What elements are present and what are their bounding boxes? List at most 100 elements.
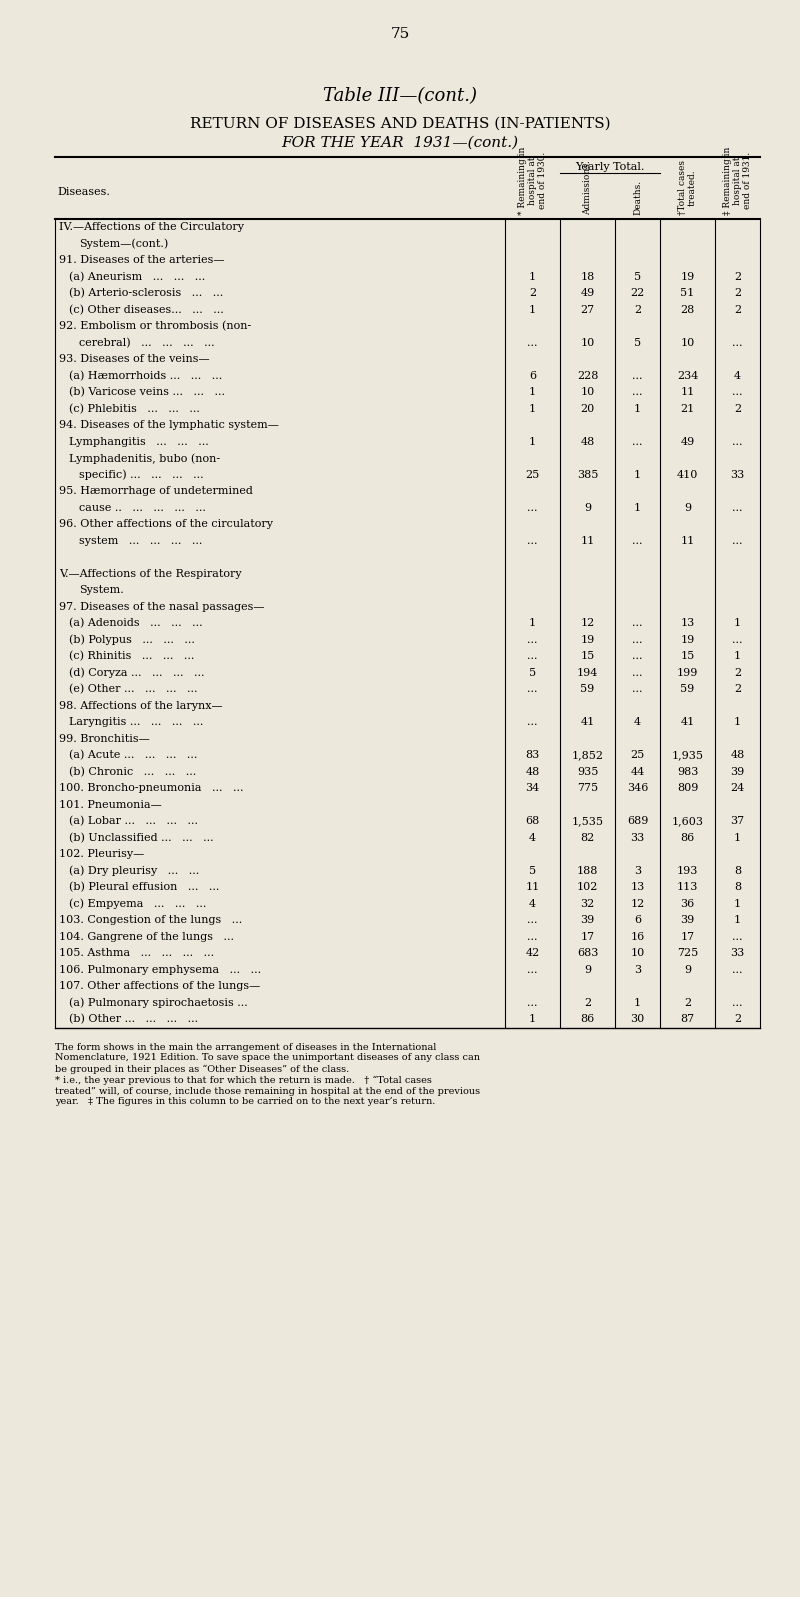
Text: (c) Phlebitis   ...   ...   ...: (c) Phlebitis ... ... ... [69,404,200,414]
Text: 25: 25 [630,751,645,760]
Text: ...: ... [527,337,538,348]
Text: 96. Other affections of the circulatory: 96. Other affections of the circulatory [59,519,273,529]
Text: 1: 1 [634,404,641,414]
Text: (d) Coryza ...   ...   ...   ...: (d) Coryza ... ... ... ... [69,668,205,679]
Text: 5: 5 [634,271,641,281]
Text: 39: 39 [680,915,694,925]
Text: 44: 44 [630,767,645,776]
Text: (c) Other diseases...   ...   ...: (c) Other diseases... ... ... [69,305,224,315]
Text: 725: 725 [677,949,698,958]
Text: 25: 25 [526,470,540,479]
Text: system   ...   ...   ...   ...: system ... ... ... ... [79,535,202,546]
Text: 59: 59 [580,684,594,695]
Text: ...: ... [732,535,742,546]
Text: 234: 234 [677,371,698,380]
Text: 19: 19 [580,634,594,645]
Text: 95. Hæmorrhage of undetermined: 95. Hæmorrhage of undetermined [59,485,253,497]
Text: 2: 2 [529,287,536,299]
Text: 39: 39 [730,767,745,776]
Text: 32: 32 [580,899,594,909]
Text: 11: 11 [680,386,694,398]
Text: 11: 11 [526,882,540,893]
Text: 42: 42 [526,949,540,958]
Text: ...: ... [732,436,742,447]
Text: (a) Dry pleurisy   ...   ...: (a) Dry pleurisy ... ... [69,866,199,877]
Text: (a) Aneurism   ...   ...   ...: (a) Aneurism ... ... ... [69,271,206,283]
Text: 188: 188 [577,866,598,875]
Text: 983: 983 [677,767,698,776]
Text: 13: 13 [680,618,694,628]
Text: (b) Varicose veins ...   ...   ...: (b) Varicose veins ... ... ... [69,386,225,398]
Text: System.: System. [79,585,124,596]
Text: 15: 15 [580,652,594,661]
Text: 1: 1 [529,271,536,281]
Text: 1: 1 [634,503,641,513]
Text: ‡ Remaining in
hospital at
end of 1931.: ‡ Remaining in hospital at end of 1931. [722,147,752,216]
Text: 91. Diseases of the arteries—: 91. Diseases of the arteries— [59,256,225,265]
Text: 2: 2 [734,404,741,414]
Text: (b) Chronic   ...   ...   ...: (b) Chronic ... ... ... [69,767,196,776]
Text: ...: ... [527,503,538,513]
Text: 1: 1 [529,436,536,447]
Text: 935: 935 [577,767,598,776]
Text: 94. Diseases of the lymphatic system—: 94. Diseases of the lymphatic system— [59,420,279,430]
Text: 102: 102 [577,882,598,893]
Text: 11: 11 [580,535,594,546]
Text: 101. Pneumonia—: 101. Pneumonia— [59,800,162,810]
Text: ...: ... [527,652,538,661]
Text: (a) Acute ...   ...   ...   ...: (a) Acute ... ... ... ... [69,751,198,760]
Text: 1: 1 [529,618,536,628]
Text: 21: 21 [680,404,694,414]
Text: 194: 194 [577,668,598,677]
Text: IV.—Affections of the Circulatory: IV.—Affections of the Circulatory [59,222,244,232]
Text: 15: 15 [680,652,694,661]
Text: 4: 4 [734,371,741,380]
Text: 2: 2 [734,684,741,695]
Text: 1,852: 1,852 [571,751,603,760]
Text: ...: ... [527,965,538,974]
Text: 199: 199 [677,668,698,677]
Text: 410: 410 [677,470,698,479]
Text: 2: 2 [634,305,641,315]
Text: 51: 51 [680,287,694,299]
Text: 20: 20 [580,404,594,414]
Text: (b) Polypus   ...   ...   ...: (b) Polypus ... ... ... [69,634,195,645]
Text: 19: 19 [680,271,694,281]
Text: ...: ... [732,386,742,398]
Text: 49: 49 [680,436,694,447]
Text: 33: 33 [730,949,745,958]
Text: 1: 1 [734,899,741,909]
Text: ...: ... [632,668,642,677]
Text: ...: ... [732,337,742,348]
Text: ...: ... [527,684,538,695]
Text: 9: 9 [684,503,691,513]
Text: 48: 48 [526,767,540,776]
Text: ...: ... [632,371,642,380]
Text: 33: 33 [730,470,745,479]
Text: 4: 4 [529,832,536,843]
Text: 10: 10 [630,949,645,958]
Text: ...: ... [527,535,538,546]
Text: 92. Embolism or thrombosis (non-: 92. Embolism or thrombosis (non- [59,321,251,332]
Text: 102. Pleurisy—: 102. Pleurisy— [59,850,144,859]
Text: ...: ... [732,634,742,645]
Text: 689: 689 [627,816,648,826]
Text: 86: 86 [580,1014,594,1024]
Text: specific) ...   ...   ...   ...: specific) ... ... ... ... [79,470,204,481]
Text: (a) Adenoids   ...   ...   ...: (a) Adenoids ... ... ... [69,618,202,628]
Text: 2: 2 [734,271,741,281]
Text: cause ..   ...   ...   ...   ...: cause .. ... ... ... ... [79,503,206,513]
Text: 17: 17 [581,931,594,942]
Text: 5: 5 [634,337,641,348]
Text: 4: 4 [529,899,536,909]
Text: 9: 9 [584,965,591,974]
Text: 1: 1 [634,998,641,1008]
Text: The form shows in the main the arrangement of diseases in the International: The form shows in the main the arrangeme… [55,1043,436,1051]
Text: (a) Lobar ...   ...   ...   ...: (a) Lobar ... ... ... ... [69,816,198,826]
Text: 8: 8 [734,866,741,875]
Text: 1: 1 [734,832,741,843]
Text: (b) Unclassified ...   ...   ...: (b) Unclassified ... ... ... [69,832,214,843]
Text: V.—Affections of the Respiratory: V.—Affections of the Respiratory [59,569,242,578]
Text: 1: 1 [734,717,741,727]
Text: 12: 12 [580,618,594,628]
